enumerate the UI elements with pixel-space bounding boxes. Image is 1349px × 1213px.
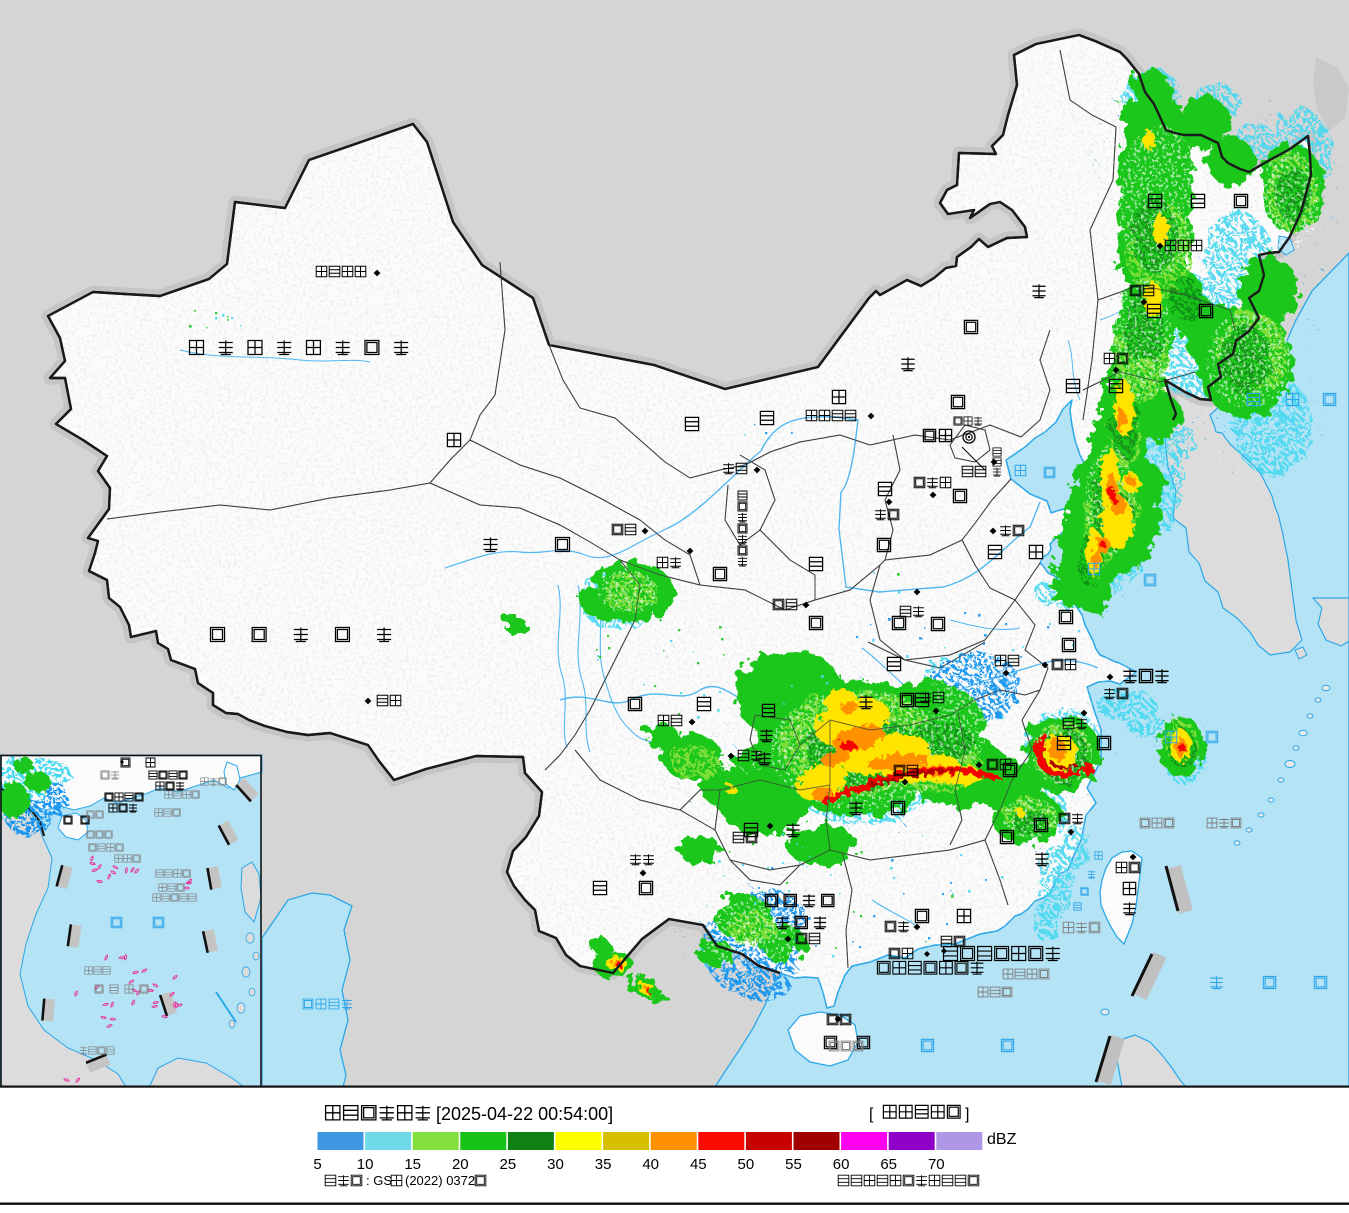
svg-text:30: 30 — [547, 1156, 564, 1173]
svg-text:25: 25 — [500, 1156, 517, 1173]
svg-text:55: 55 — [785, 1156, 802, 1173]
svg-text:5: 5 — [313, 1156, 321, 1173]
svg-text:60: 60 — [833, 1156, 850, 1173]
svg-text:40: 40 — [642, 1156, 659, 1173]
svg-text:65: 65 — [880, 1156, 897, 1173]
svg-text:[: [ — [869, 1106, 874, 1123]
svg-text:: GS: : GS — [366, 1173, 392, 1188]
svg-text:10: 10 — [357, 1156, 374, 1173]
svg-text:70: 70 — [928, 1156, 945, 1173]
svg-text:15: 15 — [404, 1156, 421, 1173]
svg-text:50: 50 — [738, 1156, 755, 1173]
svg-text:]: ] — [965, 1106, 969, 1123]
svg-text:35: 35 — [595, 1156, 612, 1173]
svg-text:(2022) 0372: (2022) 0372 — [405, 1173, 475, 1188]
svg-text:45: 45 — [690, 1156, 707, 1173]
svg-text:20: 20 — [452, 1156, 469, 1173]
svg-text:[2025-04-22 00:54:00]: [2025-04-22 00:54:00] — [436, 1104, 613, 1124]
svg-text:dBZ: dBZ — [987, 1131, 1017, 1148]
